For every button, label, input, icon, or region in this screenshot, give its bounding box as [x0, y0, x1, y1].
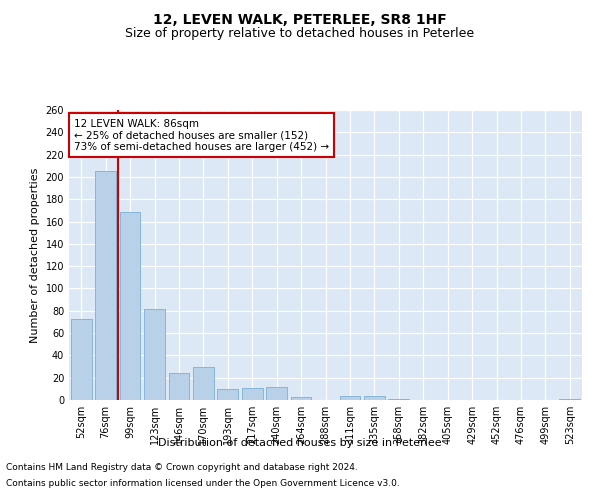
Bar: [559, 399, 580, 400]
Bar: [340, 396, 361, 400]
Bar: [388, 399, 409, 400]
Bar: [193, 366, 214, 400]
Bar: [71, 318, 92, 400]
Bar: [95, 172, 116, 400]
Bar: [169, 373, 190, 400]
Text: 12 LEVEN WALK: 86sqm
← 25% of detached houses are smaller (152)
73% of semi-deta: 12 LEVEN WALK: 86sqm ← 25% of detached h…: [74, 118, 329, 152]
Text: Distribution of detached houses by size in Peterlee: Distribution of detached houses by size …: [158, 438, 442, 448]
Bar: [364, 396, 385, 400]
Text: Contains HM Land Registry data © Crown copyright and database right 2024.: Contains HM Land Registry data © Crown c…: [6, 464, 358, 472]
Bar: [266, 386, 287, 400]
Text: 12, LEVEN WALK, PETERLEE, SR8 1HF: 12, LEVEN WALK, PETERLEE, SR8 1HF: [153, 12, 447, 26]
Y-axis label: Number of detached properties: Number of detached properties: [30, 168, 40, 342]
Text: Contains public sector information licensed under the Open Government Licence v3: Contains public sector information licen…: [6, 478, 400, 488]
Bar: [144, 308, 165, 400]
Text: Size of property relative to detached houses in Peterlee: Size of property relative to detached ho…: [125, 28, 475, 40]
Bar: [217, 389, 238, 400]
Bar: [242, 388, 263, 400]
Bar: [290, 396, 311, 400]
Bar: [119, 212, 140, 400]
